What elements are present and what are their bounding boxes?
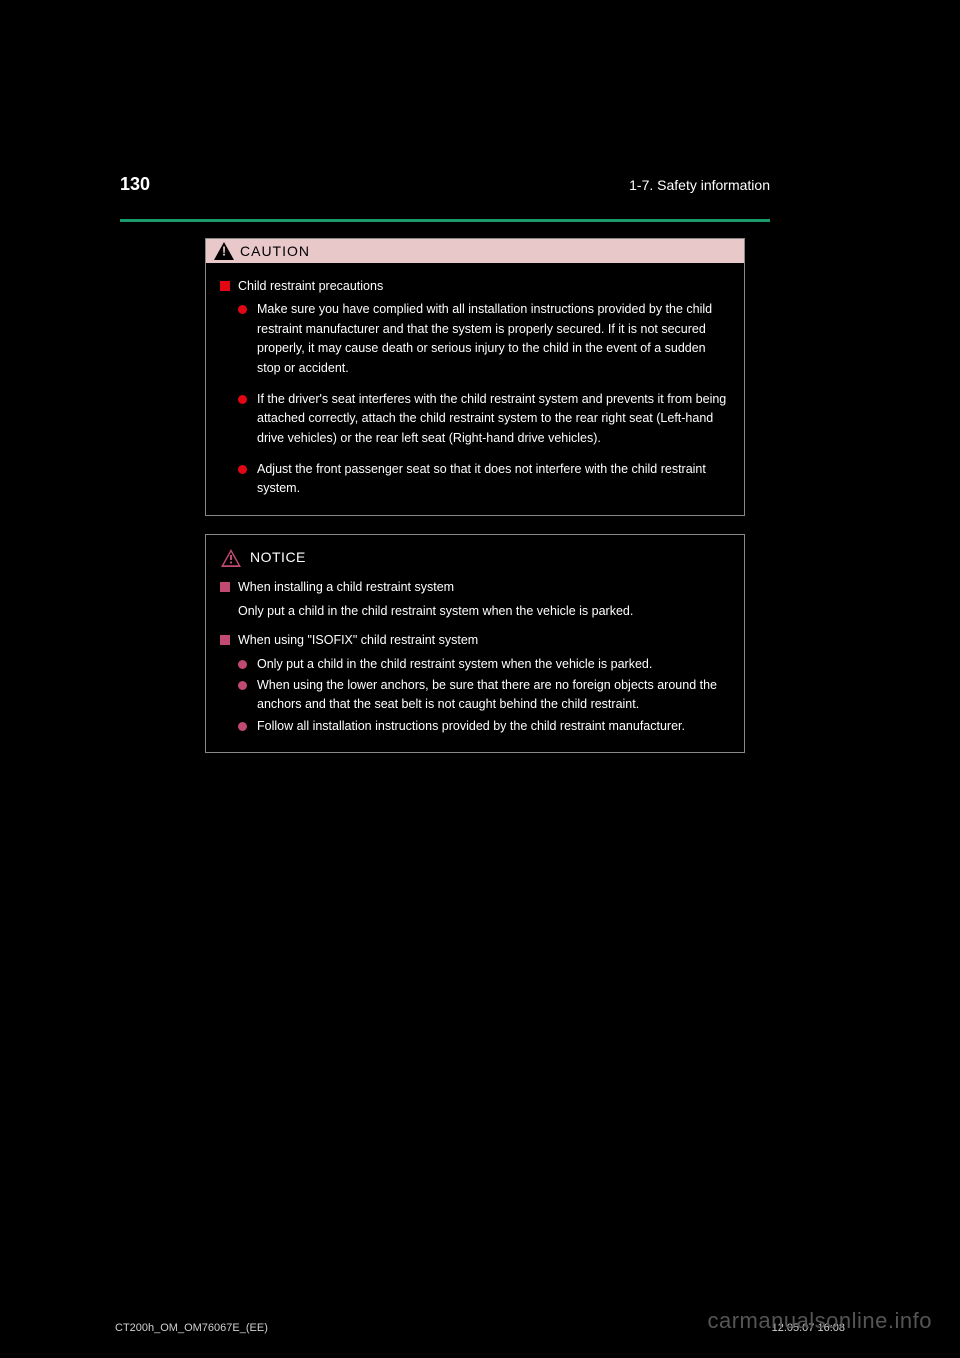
caution-header: CAUTION xyxy=(206,239,744,263)
caution-bullet-text: If the driver's seat interferes with the… xyxy=(257,390,730,448)
red-dot-icon xyxy=(238,305,247,314)
red-square-icon xyxy=(220,281,230,291)
notice-section-body: Only put a child in the child restraint … xyxy=(220,602,730,621)
notice-section-title: When using "ISOFIX" child restraint syst… xyxy=(238,631,478,650)
notice-section-heading: When using "ISOFIX" child restraint syst… xyxy=(220,631,730,650)
caution-box: CAUTION Child restraint precautions Make… xyxy=(205,238,745,516)
pink-dot-icon xyxy=(238,660,247,669)
caution-label: CAUTION xyxy=(240,243,310,259)
caution-bullet-item: Make sure you have complied with all ins… xyxy=(238,300,730,378)
notice-header: NOTICE xyxy=(220,547,730,569)
warning-icon xyxy=(214,242,234,260)
pink-dot-icon xyxy=(238,681,247,690)
notice-bullet-list: Only put a child in the child restraint … xyxy=(220,655,730,737)
notice-bullet-item: Only put a child in the child restraint … xyxy=(238,655,730,674)
caution-bullet-text: Adjust the front passenger seat so that … xyxy=(257,460,730,499)
pink-square-icon xyxy=(220,635,230,645)
header-rule xyxy=(120,219,770,222)
notice-bullet-item: When using the lower anchors, be sure th… xyxy=(238,676,730,715)
pink-dot-icon xyxy=(238,722,247,731)
caution-section-heading: Child restraint precautions xyxy=(220,277,730,296)
red-dot-icon xyxy=(238,465,247,474)
caution-bullet-text: Make sure you have complied with all ins… xyxy=(257,300,730,378)
caution-bullet-list: Make sure you have complied with all ins… xyxy=(220,300,730,498)
page-header: 130 1-7. Safety information xyxy=(120,174,770,195)
watermark: carmanualsonline.info xyxy=(707,1308,932,1334)
footer-doc-id: CT200h_OM_OM76067E_(EE) xyxy=(115,1322,268,1334)
caution-section-title: Child restraint precautions xyxy=(238,277,383,296)
notice-bullet-text: When using the lower anchors, be sure th… xyxy=(257,676,730,715)
notice-bullet-item: Follow all installation instructions pro… xyxy=(238,717,730,736)
notice-section-heading: When installing a child restraint system xyxy=(220,578,730,597)
caution-bullet-item: If the driver's seat interferes with the… xyxy=(238,390,730,448)
red-dot-icon xyxy=(238,395,247,404)
notice-bullet-text: Only put a child in the child restraint … xyxy=(257,655,730,674)
content-area: CAUTION Child restraint precautions Make… xyxy=(205,238,745,753)
pink-square-icon xyxy=(220,582,230,592)
notice-box: NOTICE When installing a child restraint… xyxy=(205,534,745,753)
page-number: 130 xyxy=(120,174,150,195)
notice-bullet-text: Follow all installation instructions pro… xyxy=(257,717,730,736)
caution-body: Child restraint precautions Make sure yo… xyxy=(206,263,744,515)
warning-outline-icon xyxy=(220,548,242,568)
section-title: 1-7. Safety information xyxy=(629,177,770,193)
notice-label: NOTICE xyxy=(250,547,306,569)
caution-bullet-item: Adjust the front passenger seat so that … xyxy=(238,460,730,499)
notice-section-title: When installing a child restraint system xyxy=(238,578,454,597)
